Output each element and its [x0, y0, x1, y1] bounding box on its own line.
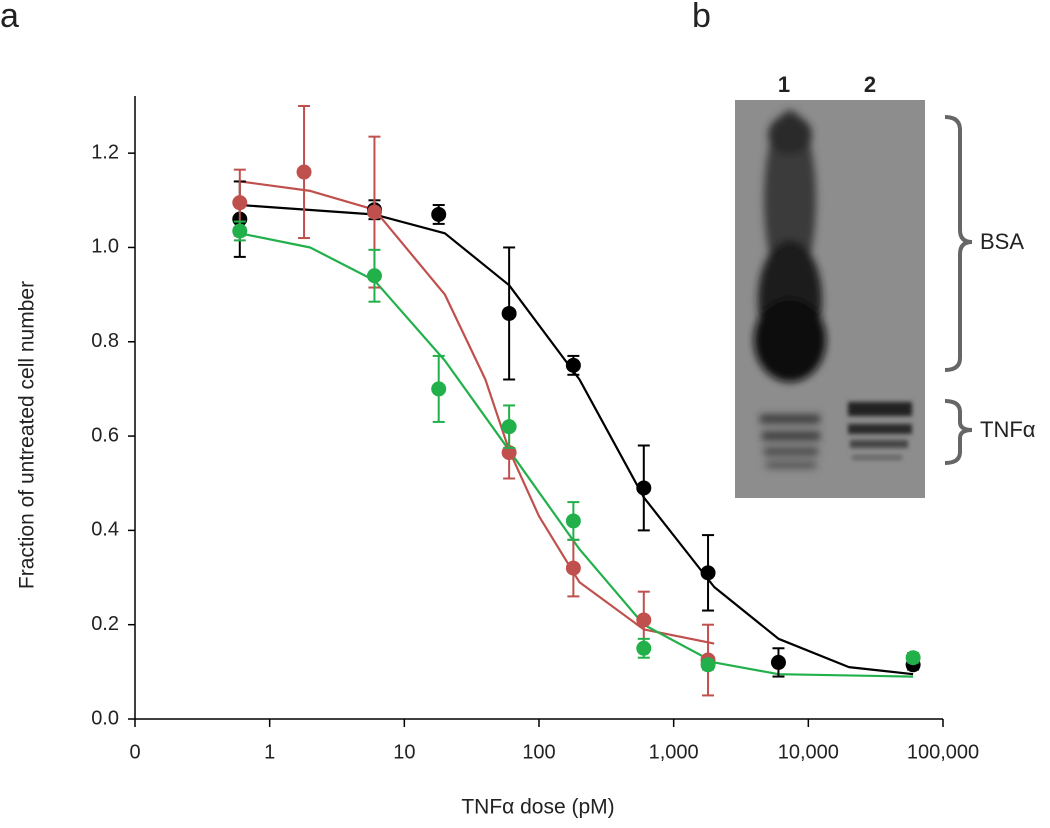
y-tick-label: 1.2 — [91, 141, 119, 163]
data-point — [700, 657, 716, 673]
data-point — [565, 357, 581, 373]
x-tick-label: 100 — [522, 741, 555, 763]
data-point — [565, 513, 581, 529]
data-point — [636, 640, 652, 656]
y-tick-label: 0.2 — [91, 613, 119, 635]
data-point — [770, 654, 786, 670]
fit-curve — [239, 180, 715, 645]
y-axis-title: Fraction of untreated cell number — [16, 281, 39, 589]
data-point — [636, 612, 652, 628]
data-point — [366, 268, 382, 284]
y-tick-label: 0.6 — [91, 424, 119, 446]
y-tick-label: 0.8 — [91, 330, 119, 352]
data-point — [431, 206, 447, 222]
x-axis-title: TNFα dose (pM) — [461, 796, 614, 819]
x-tick-label: 10,000 — [778, 741, 839, 763]
fit-curve — [239, 232, 914, 678]
lane-2-bands — [848, 402, 912, 460]
y-tick-label: 1.0 — [91, 236, 119, 258]
x-tick-label: 10 — [393, 741, 415, 763]
lane-label: 1 — [778, 72, 790, 97]
lane-label: 2 — [864, 72, 876, 97]
bracket — [944, 399, 973, 465]
x-tick-label: 0 — [129, 741, 140, 763]
x-tick-label: 1,000 — [649, 741, 699, 763]
gel-image — [735, 100, 925, 498]
lane-1-smear — [754, 110, 826, 468]
y-tick-label: 0.4 — [91, 519, 119, 541]
fit-curve — [239, 203, 914, 676]
data-point — [366, 204, 382, 220]
data-point — [700, 565, 716, 581]
band-label: TNFα — [980, 417, 1036, 442]
data-point — [232, 195, 248, 211]
data-point — [565, 560, 581, 576]
band-label: BSA — [980, 229, 1024, 254]
x-tick-label: 1 — [264, 741, 275, 763]
x-tick-label: 100,000 — [907, 741, 979, 763]
data-point — [501, 419, 517, 435]
panel-label: a — [0, 0, 19, 35]
data-point — [501, 305, 517, 321]
data-point — [431, 381, 447, 397]
panel-label: b — [692, 0, 711, 35]
bracket — [944, 115, 973, 372]
data-point — [636, 480, 652, 496]
y-tick-label: 0.0 — [91, 707, 119, 729]
data-point — [296, 164, 312, 180]
data-point — [905, 650, 921, 666]
data-point — [232, 223, 248, 239]
